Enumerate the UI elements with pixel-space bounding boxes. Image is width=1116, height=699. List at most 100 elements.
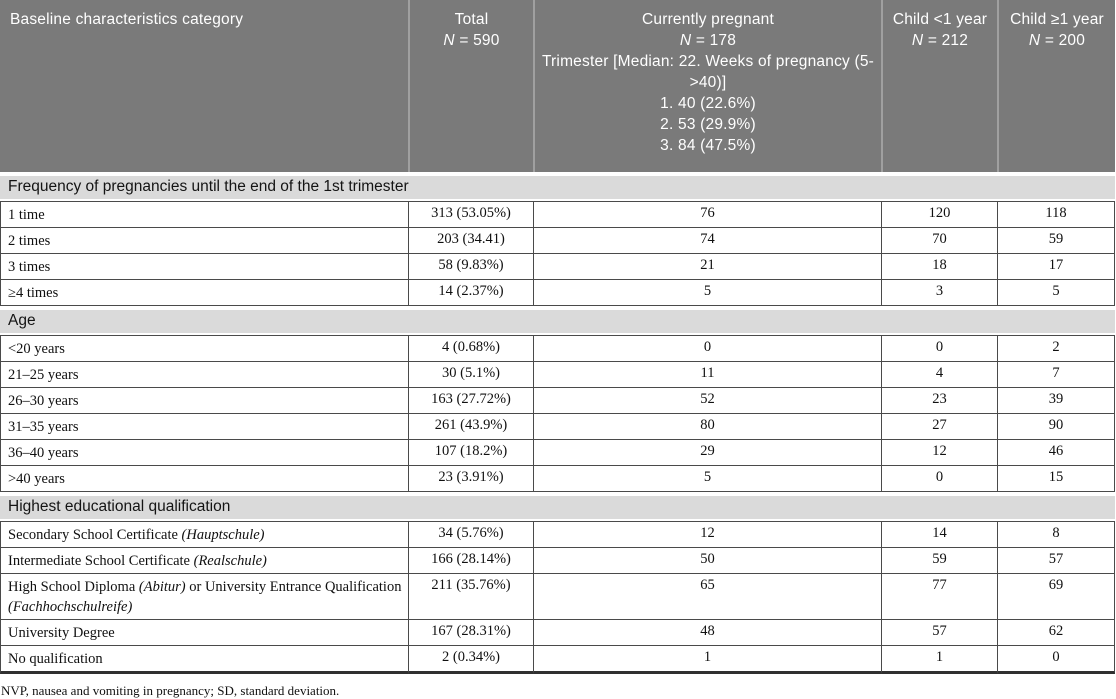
section-row: Highest educational qualification: [0, 492, 1115, 521]
cell-child-under-1-year: 1: [881, 645, 997, 674]
table-row: 26–30 years 163 (27.72%) 52 23 39: [0, 387, 1115, 413]
cell-total: 30 (5.1%): [408, 361, 533, 387]
table-row: No qualification 2 (0.34%) 1 1 0: [0, 645, 1115, 674]
cell-child-under-1-year: 0: [881, 335, 997, 361]
table-header: Baseline characteristics category Total N …: [0, 0, 1115, 172]
cell-total: 4 (0.68%): [408, 335, 533, 361]
cell-child-1-year-or-older: 7: [997, 361, 1115, 387]
section-row: Age: [0, 306, 1115, 335]
table-row: ≥4 times 14 (2.37%) 5 3 5: [0, 279, 1115, 306]
cell-category: High School Diploma (Abitur) or Universi…: [0, 573, 408, 619]
cell-category: 1 time: [0, 201, 408, 227]
cell-child-under-1-year: 12: [881, 439, 997, 465]
cell-total: 23 (3.91%): [408, 465, 533, 492]
table-row: <20 years 4 (0.68%) 0 0 2: [0, 335, 1115, 361]
cell-child-1-year-or-older: 5: [997, 279, 1115, 306]
cell-total: 58 (9.83%): [408, 253, 533, 279]
cell-total: 261 (43.9%): [408, 413, 533, 439]
cell-total: 167 (28.31%): [408, 619, 533, 645]
table-row: Intermediate School Certificate (Realsch…: [0, 547, 1115, 573]
cell-child-under-1-year: 18: [881, 253, 997, 279]
cell-currently-pregnant: 0: [533, 335, 881, 361]
cell-category: 3 times: [0, 253, 408, 279]
cell-currently-pregnant: 76: [533, 201, 881, 227]
column-header-child-under-1-year: Child <1 year N = 212: [881, 0, 997, 172]
cell-category: Intermediate School Certificate (Realsch…: [0, 547, 408, 573]
section-title: Frequency of pregnancies until the end o…: [0, 172, 1115, 201]
cell-currently-pregnant: 21: [533, 253, 881, 279]
table-row: University Degree 167 (28.31%) 48 57 62: [0, 619, 1115, 645]
cell-currently-pregnant: 5: [533, 279, 881, 306]
table-row: Secondary School Certificate (Hauptschul…: [0, 521, 1115, 547]
cell-total: 203 (34.41): [408, 227, 533, 253]
cell-child-under-1-year: 120: [881, 201, 997, 227]
table-row: 2 times 203 (34.41) 74 70 59: [0, 227, 1115, 253]
cell-child-1-year-or-older: 39: [997, 387, 1115, 413]
cell-category: University Degree: [0, 619, 408, 645]
cell-child-1-year-or-older: 59: [997, 227, 1115, 253]
cell-child-under-1-year: 59: [881, 547, 997, 573]
column-header-currently-pregnant: Currently pregnant N = 178 Trimester [Medi…: [533, 0, 881, 172]
table-row: 21–25 years 30 (5.1%) 11 4 7: [0, 361, 1115, 387]
cell-child-1-year-or-older: 62: [997, 619, 1115, 645]
cell-currently-pregnant: 50: [533, 547, 881, 573]
cell-category: 31–35 years: [0, 413, 408, 439]
cell-child-under-1-year: 3: [881, 279, 997, 306]
cell-child-under-1-year: 23: [881, 387, 997, 413]
cell-currently-pregnant: 74: [533, 227, 881, 253]
table-row: 3 times 58 (9.83%) 21 18 17: [0, 253, 1115, 279]
cell-currently-pregnant: 80: [533, 413, 881, 439]
cell-child-1-year-or-older: 2: [997, 335, 1115, 361]
table-row: 31–35 years 261 (43.9%) 80 27 90: [0, 413, 1115, 439]
cell-child-1-year-or-older: 57: [997, 547, 1115, 573]
cell-total: 107 (18.2%): [408, 439, 533, 465]
cell-currently-pregnant: 52: [533, 387, 881, 413]
cell-category: 2 times: [0, 227, 408, 253]
table-row: 36–40 years 107 (18.2%) 29 12 46: [0, 439, 1115, 465]
cell-child-under-1-year: 0: [881, 465, 997, 492]
section-title: Highest educational qualification: [0, 492, 1115, 521]
cell-child-1-year-or-older: 69: [997, 573, 1115, 619]
cell-currently-pregnant: 48: [533, 619, 881, 645]
cell-total: 14 (2.37%): [408, 279, 533, 306]
cell-child-1-year-or-older: 0: [997, 645, 1115, 674]
cell-category: 36–40 years: [0, 439, 408, 465]
cell-total: 166 (28.14%): [408, 547, 533, 573]
cell-child-under-1-year: 77: [881, 573, 997, 619]
section-row: Frequency of pregnancies until the end o…: [0, 172, 1115, 201]
cell-child-under-1-year: 70: [881, 227, 997, 253]
cell-child-under-1-year: 14: [881, 521, 997, 547]
table-body: Frequency of pregnancies until the end o…: [0, 172, 1115, 674]
cell-child-under-1-year: 27: [881, 413, 997, 439]
cell-child-1-year-or-older: 46: [997, 439, 1115, 465]
cell-category: 21–25 years: [0, 361, 408, 387]
cell-currently-pregnant: 1: [533, 645, 881, 674]
cell-currently-pregnant: 29: [533, 439, 881, 465]
cell-currently-pregnant: 65: [533, 573, 881, 619]
cell-child-under-1-year: 4: [881, 361, 997, 387]
cell-child-1-year-or-older: 17: [997, 253, 1115, 279]
cell-category: No qualification: [0, 645, 408, 674]
baseline-characteristics-table: Baseline characteristics category Total N …: [0, 0, 1115, 674]
column-header-category: Baseline characteristics category: [0, 0, 408, 172]
cell-total: 211 (35.76%): [408, 573, 533, 619]
cell-category: >40 years: [0, 465, 408, 492]
cell-child-1-year-or-older: 90: [997, 413, 1115, 439]
table-row: 1 time 313 (53.05%) 76 120 118: [0, 201, 1115, 227]
table-row: High School Diploma (Abitur) or Universi…: [0, 573, 1115, 619]
cell-category: 26–30 years: [0, 387, 408, 413]
cell-child-under-1-year: 57: [881, 619, 997, 645]
column-header-child-1-year-or-older: Child ≥1 year N = 200: [997, 0, 1115, 172]
column-header-total: Total N = 590: [408, 0, 533, 172]
cell-currently-pregnant: 12: [533, 521, 881, 547]
section-title: Age: [0, 306, 1115, 335]
cell-total: 163 (27.72%): [408, 387, 533, 413]
cell-currently-pregnant: 11: [533, 361, 881, 387]
cell-category: <20 years: [0, 335, 408, 361]
cell-currently-pregnant: 5: [533, 465, 881, 492]
cell-total: 313 (53.05%): [408, 201, 533, 227]
cell-category: Secondary School Certificate (Hauptschul…: [0, 521, 408, 547]
cell-child-1-year-or-older: 15: [997, 465, 1115, 492]
table-footnote: NVP, nausea and vomiting in pregnancy; S…: [1, 683, 340, 698]
